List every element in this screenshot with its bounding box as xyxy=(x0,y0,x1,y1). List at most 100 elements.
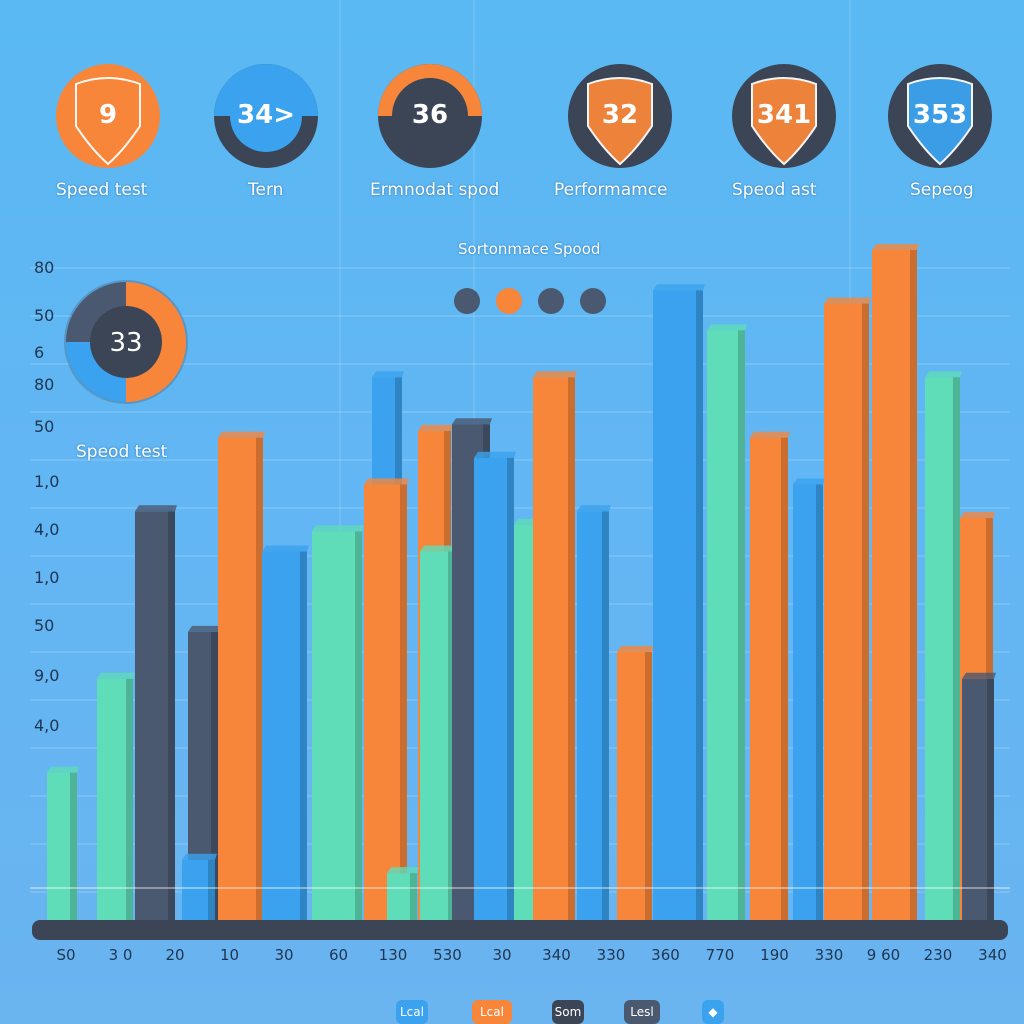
legend-item[interactable]: Lesl xyxy=(624,1000,660,1024)
legend-dot xyxy=(580,288,606,314)
bar-side xyxy=(410,873,417,920)
bar xyxy=(387,867,419,920)
bar xyxy=(750,431,790,920)
badge-value: 36 xyxy=(411,100,449,130)
x-tick-label: 330 xyxy=(596,946,626,964)
x-tick-label: 330 xyxy=(814,946,844,964)
bar xyxy=(617,646,654,920)
bar-side xyxy=(910,250,917,920)
bar-top xyxy=(617,646,654,652)
bar xyxy=(707,324,747,920)
bar-top xyxy=(452,418,492,425)
x-tick-label: 360 xyxy=(651,946,680,964)
y-tick-label: 1,0 xyxy=(34,472,60,491)
baseline-bar xyxy=(32,920,1008,940)
bar-top xyxy=(188,625,220,632)
bar-side xyxy=(448,551,455,920)
bar-side xyxy=(953,377,960,920)
bar-side xyxy=(568,377,575,920)
bar-top xyxy=(387,867,419,874)
bar-top xyxy=(824,297,871,304)
bar-side xyxy=(70,772,77,920)
bar-face xyxy=(653,290,703,920)
x-tick-label: 770 xyxy=(705,946,735,964)
bar xyxy=(925,371,962,920)
bar xyxy=(97,672,135,920)
bar-top xyxy=(872,244,919,250)
bar-side xyxy=(816,484,823,920)
x-tick-label: 20 xyxy=(165,946,185,964)
badge-shield: 32 xyxy=(568,64,672,168)
bar-top xyxy=(707,324,747,331)
bar xyxy=(218,431,265,920)
badge-value: 34> xyxy=(237,100,295,130)
ring-icon xyxy=(214,64,318,168)
chart-title: Sortonmace Spood xyxy=(458,240,601,258)
legend-diamond-button[interactable]: ◆ xyxy=(702,1000,724,1024)
y-tick-label: 4,0 xyxy=(34,716,60,735)
x-tick-label: 130 xyxy=(378,946,408,964)
badge-shield: 353 xyxy=(888,64,992,168)
bar-side xyxy=(507,457,514,920)
bar xyxy=(824,297,871,921)
bar-face xyxy=(218,437,263,920)
badge-value: 9 xyxy=(98,100,118,130)
bar-top xyxy=(577,505,611,512)
bar-side xyxy=(400,484,407,920)
gauge-value: 33 xyxy=(109,328,143,358)
bar xyxy=(793,478,825,920)
diamond-icon: ◆ xyxy=(708,1005,718,1019)
badge-shield: 341 xyxy=(732,64,836,168)
bar-face xyxy=(262,551,307,920)
badge-shield: 9 xyxy=(56,64,160,168)
bar xyxy=(474,451,516,920)
legend-item[interactable]: Lcal xyxy=(396,1000,428,1024)
bar xyxy=(872,244,919,920)
bar-top xyxy=(653,284,705,291)
badge-label: Speed test xyxy=(56,180,148,200)
bar-face xyxy=(182,859,215,920)
x-tick-label: 30 xyxy=(274,946,294,964)
x-tick-label: 9 60 xyxy=(866,946,901,964)
bar-side xyxy=(738,330,745,920)
bar xyxy=(577,505,611,920)
bar-face xyxy=(750,437,788,920)
x-tick-label: 530 xyxy=(433,946,462,964)
bar-top xyxy=(97,672,135,679)
bar xyxy=(653,284,705,920)
gauge: 33 xyxy=(62,278,190,406)
bar-face xyxy=(533,377,575,920)
legend-item[interactable]: Lcal xyxy=(472,1000,512,1024)
bar-top xyxy=(135,505,177,512)
badge-label: Performamce xyxy=(554,180,668,200)
bar-top xyxy=(925,371,962,378)
badge-value: 341 xyxy=(756,100,812,130)
bar-side xyxy=(211,631,218,920)
badge-label: Tern xyxy=(248,180,284,200)
bar xyxy=(420,545,457,920)
legend-dot xyxy=(454,288,480,314)
bar-top xyxy=(962,672,996,679)
ring-icon xyxy=(378,64,482,168)
x-tick-label: 340 xyxy=(978,946,1007,964)
bar-face xyxy=(793,484,823,920)
legend-dot xyxy=(496,288,522,314)
shield-icon xyxy=(56,64,160,168)
bar-face xyxy=(387,873,417,920)
bar-top xyxy=(793,478,825,485)
y-tick-label: 80 xyxy=(34,375,55,394)
badge-label: Speod ast xyxy=(732,180,817,200)
bar-face xyxy=(135,511,175,920)
bar-side xyxy=(696,290,703,920)
bar-top xyxy=(182,853,217,860)
bar-top xyxy=(372,371,404,378)
bar-top xyxy=(312,525,364,532)
bar-top xyxy=(218,431,265,438)
bar-side xyxy=(208,859,215,920)
badge-value: 32 xyxy=(601,100,639,130)
bar-face xyxy=(962,678,994,920)
legend-item[interactable]: Som xyxy=(552,1000,584,1024)
bar-top xyxy=(418,424,453,431)
legend-dot xyxy=(538,288,564,314)
